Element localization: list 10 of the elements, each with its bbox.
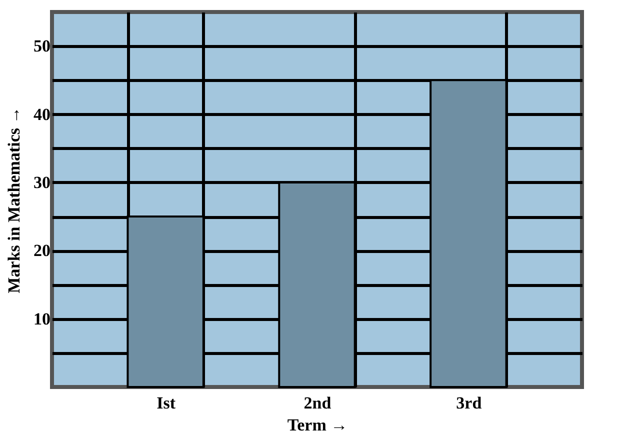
x-axis-title: Term → bbox=[287, 416, 348, 434]
y-tick-label: 50 bbox=[34, 36, 50, 56]
x-tick-label: 2nd bbox=[304, 394, 332, 412]
y-tick-label: 40 bbox=[34, 104, 50, 124]
y-tick-label: 30 bbox=[34, 172, 50, 192]
x-tick-label: Ist bbox=[156, 394, 176, 412]
x-tick-label: 3rd bbox=[456, 394, 482, 412]
y-axis-title: Marks in Mathematics → bbox=[4, 106, 24, 294]
y-tick-label: 20 bbox=[34, 241, 50, 260]
y-tick-label: 10 bbox=[34, 309, 50, 328]
